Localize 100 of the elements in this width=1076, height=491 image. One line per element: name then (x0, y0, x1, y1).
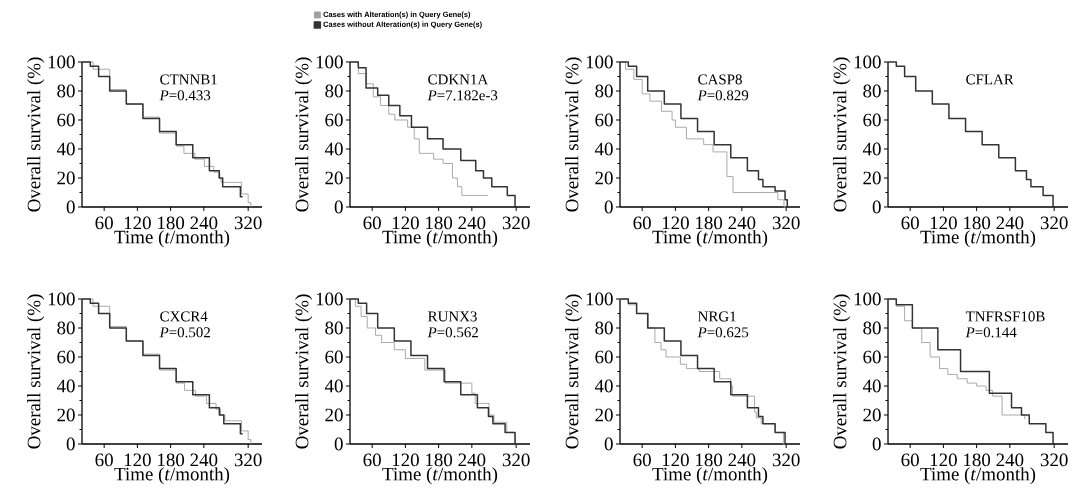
y-tick-label: 0 (66, 200, 75, 214)
y-tick-label: 40 (594, 142, 613, 156)
y-tick-label: 80 (57, 321, 75, 335)
x-axis-title: Time (t/month) (920, 230, 1036, 248)
x-axis-title: Time (t/month) (382, 467, 498, 485)
x-tick-label: 240 (458, 453, 486, 467)
y-tick-label: 0 (872, 200, 881, 214)
x-tick-label: 120 (392, 453, 419, 467)
y-tick-label: 60 (863, 113, 881, 127)
y-tick-label: 60 (595, 113, 613, 127)
y-tick-label: 80 (325, 321, 343, 335)
y-tick-label: 100 (48, 55, 75, 69)
y-tick-label: 0 (66, 437, 75, 451)
y-tick-label: 100 (586, 55, 613, 69)
x-tick-label: 60 (95, 453, 113, 467)
x-tick-label: 180 (158, 216, 185, 230)
x-tick-label: 320 (502, 216, 530, 230)
y-tick-label: 20 (595, 171, 613, 185)
y-tick-label: 60 (57, 350, 75, 364)
x-tick-label: 180 (158, 453, 185, 467)
y-tick-label: 0 (334, 200, 343, 214)
x-tick-label: 60 (633, 216, 651, 230)
y-tick-label: 0 (604, 200, 613, 214)
y-tick-label: 20 (57, 171, 75, 185)
y-tick-label: 40 (324, 379, 343, 393)
annotation: CFLAR (966, 74, 1014, 85)
annotation: P=0.562 (427, 327, 478, 338)
y-axis-title: Overall survival (%) (295, 294, 313, 449)
y-tick-label: 100 (48, 292, 75, 306)
x-tick-label: 320 (234, 216, 262, 230)
y-tick-label: 40 (594, 379, 613, 393)
y-tick-label: 20 (325, 171, 343, 185)
annotation: NRG1 (698, 311, 736, 322)
annotation: P=0.625 (697, 327, 749, 338)
x-tick-label: 240 (728, 216, 756, 230)
y-tick-label: 80 (325, 84, 343, 98)
x-tick-label: 320 (502, 453, 530, 467)
y-tick-label: 20 (595, 408, 613, 422)
y-axis-title: Overall survival (%) (27, 57, 45, 212)
x-axis-title: Time (t/month) (652, 467, 768, 485)
x-tick-label: 60 (363, 453, 381, 467)
x-axis-title: Time (t/month) (114, 230, 230, 248)
x-tick-label: 120 (124, 216, 151, 230)
y-tick-label: 80 (595, 84, 613, 98)
y-tick-label: 20 (863, 408, 881, 422)
y-tick-label: 20 (325, 408, 343, 422)
y-tick-label: 40 (324, 142, 343, 156)
x-tick-label: 180 (964, 453, 991, 467)
x-axis-title: Time (t/month) (920, 467, 1036, 485)
annotation: RUNX3 (428, 311, 477, 322)
y-axis-title: Overall survival (%) (27, 294, 45, 449)
x-tick-label: 320 (772, 216, 800, 230)
y-tick-label: 40 (862, 142, 881, 156)
y-axis-title: Overall survival (%) (833, 294, 851, 449)
x-axis-title: Time (t/month) (382, 230, 498, 248)
annotation: P=0.829 (697, 90, 749, 101)
annotation: CTNNB1 (160, 74, 217, 85)
x-tick-label: 320 (772, 453, 800, 467)
y-tick-label: 0 (604, 437, 613, 451)
y-tick-label: 100 (854, 292, 881, 306)
y-tick-label: 60 (325, 113, 343, 127)
x-tick-label: 320 (234, 453, 262, 467)
y-tick-label: 80 (57, 84, 75, 98)
y-tick-label: 80 (595, 321, 613, 335)
y-tick-label: 80 (863, 84, 881, 98)
y-tick-label: 40 (56, 379, 75, 393)
x-axis-title: Time (t/month) (114, 467, 230, 485)
y-tick-label: 40 (862, 379, 881, 393)
x-tick-label: 120 (392, 216, 419, 230)
x-tick-label: 180 (696, 453, 723, 467)
x-tick-label: 240 (190, 216, 218, 230)
x-tick-label: 60 (901, 453, 919, 467)
y-axis-title: Overall survival (%) (565, 57, 583, 212)
x-tick-label: 120 (930, 453, 957, 467)
y-tick-label: 60 (863, 350, 881, 364)
x-tick-label: 60 (363, 216, 381, 230)
y-tick-label: 100 (316, 292, 343, 306)
x-tick-label: 60 (633, 453, 651, 467)
y-axis-title: Overall survival (%) (565, 294, 583, 449)
y-tick-label: 100 (854, 55, 881, 69)
y-tick-label: 0 (872, 437, 881, 451)
y-axis-title: Overall survival (%) (833, 57, 851, 212)
x-tick-label: 120 (930, 216, 957, 230)
annotation: CASP8 (698, 74, 742, 85)
x-tick-label: 60 (95, 216, 113, 230)
x-tick-label: 60 (901, 216, 919, 230)
x-tick-label: 180 (426, 216, 453, 230)
annotation: P=0.433 (159, 90, 211, 101)
y-tick-label: 0 (334, 437, 343, 451)
x-tick-label: 240 (996, 216, 1024, 230)
x-tick-label: 240 (458, 216, 486, 230)
annotation: TNFRSF10B (965, 311, 1045, 322)
x-axis-title: Time (t/month) (652, 230, 768, 248)
annotation: P=0.502 (159, 327, 210, 338)
y-tick-label: 80 (863, 321, 881, 335)
x-tick-label: 120 (662, 216, 689, 230)
x-tick-label: 240 (996, 453, 1024, 467)
y-tick-label: 60 (325, 350, 343, 364)
x-tick-label: 180 (426, 453, 453, 467)
annotation: CDKN1A (428, 74, 489, 85)
